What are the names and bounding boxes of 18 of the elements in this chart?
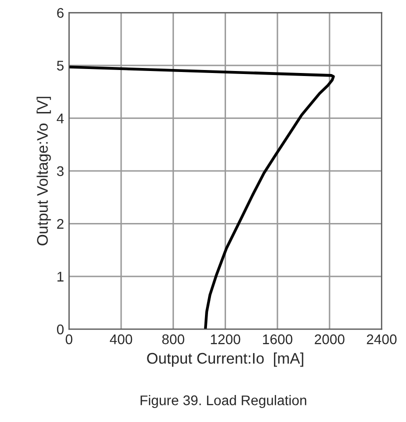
text: Figure 39. Load Regulation — [140, 395, 306, 408]
x-tick-label: 800 — [162, 334, 184, 344]
x-tick-label: 0 — [66, 334, 72, 344]
y-tick-label: 4 — [56, 114, 64, 124]
x-axis-title: Output Current:Io [mA] — [147, 352, 304, 367]
y-tick-label: 5 — [56, 60, 64, 71]
x-tick-label: 2000 — [314, 334, 344, 344]
x-tick-label: 400 — [110, 334, 132, 344]
y-tick-label: 3 — [56, 166, 64, 176]
line-series — [69, 66, 335, 330]
y-tick-label: 0 — [56, 324, 64, 334]
y-tick-label: 2 — [57, 218, 64, 229]
x-tick-label: 1600 — [263, 334, 292, 344]
y-tick-label: 1 — [57, 272, 64, 282]
y-axis-title: Output Voltage:Vo [V] — [36, 96, 51, 246]
y-tick-label: 6 — [57, 8, 64, 18]
x-tick-label: 2400 — [366, 334, 397, 344]
x-tick-label: 1200 — [210, 334, 240, 344]
